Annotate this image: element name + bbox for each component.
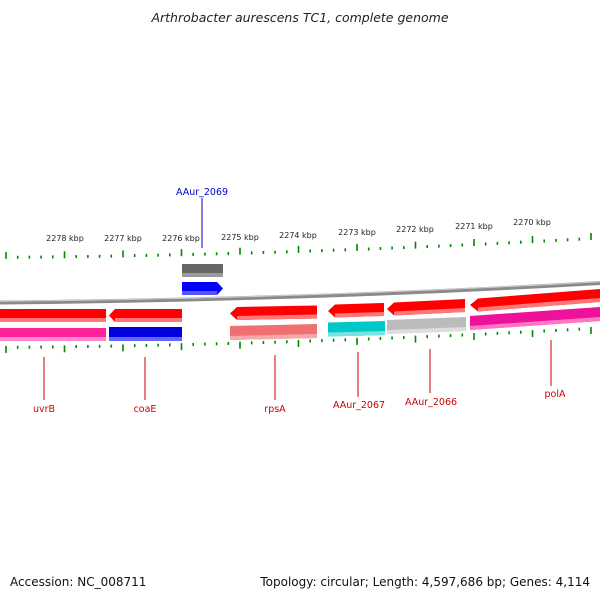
gene-uvrB-arrow-shade: [0, 318, 106, 322]
gene-polA[interactable]: [470, 289, 600, 330]
gene-label-polA[interactable]: polA: [545, 389, 566, 400]
gene-labels: AAur_2069 uvrB coaE rpsA AAur_2067 AAur_…: [33, 187, 566, 415]
gene-AAur_2069-arrow-shade: [182, 291, 217, 295]
topology-text: Topology: circular; Length: 4,597,686 bp…: [260, 575, 590, 589]
gene-label-AAur_2066[interactable]: AAur_2066: [405, 397, 457, 408]
tick-label-2270: 2270 kbp: [513, 218, 551, 227]
gene-polA-bar-shade: [470, 317, 600, 330]
tick-label-2277: 2277 kbp: [104, 234, 142, 243]
gene-AAur_2066-arrow-shade: [394, 308, 465, 316]
tick-label-2275: 2275 kbp: [221, 233, 259, 242]
gene-AAur_2069-box-shade: [182, 273, 223, 277]
tick-label-2274: 2274 kbp: [279, 231, 317, 240]
gene-uvrB-bar-shade: [0, 337, 106, 341]
gene-coaE-arrow-shade: [115, 318, 182, 322]
gene-label-AAur_2067[interactable]: AAur_2067: [333, 400, 385, 411]
outer-tick-ring: [5, 233, 592, 259]
accession-text: Accession: NC_008711: [10, 575, 147, 589]
gene-polA-arrow-shade: [478, 298, 600, 312]
tick-label-2272: 2272 kbp: [396, 225, 434, 234]
tick-labels: 2278 kbp 2277 kbp 2276 kbp 2275 kbp 2274…: [46, 218, 551, 243]
tick-label-2273: 2273 kbp: [338, 228, 376, 237]
gene-coaE[interactable]: [109, 309, 182, 341]
gene-label-coaE[interactable]: coaE: [134, 404, 157, 415]
map-title: Arthrobacter aurescens TC1, complete gen…: [151, 10, 449, 25]
gene-label-rpsA[interactable]: rpsA: [264, 404, 286, 415]
gene-AAur_2066[interactable]: [387, 299, 466, 334]
gene-coaE-bar-shade: [109, 337, 182, 341]
gene-rpsA-arrow-shade: [237, 314, 317, 320]
gene-AAur_2066-bar-shade: [387, 327, 466, 334]
gene-label-uvrB[interactable]: uvrB: [33, 404, 55, 415]
tick-label-2278: 2278 kbp: [46, 234, 84, 243]
inner-tick-ring: [5, 327, 592, 353]
reverse-strand-genes: [0, 289, 600, 341]
gene-AAur_2067[interactable]: [328, 303, 385, 337]
gene-AAur_2067-bar-shade: [328, 331, 385, 337]
tick-label-2276: 2276 kbp: [162, 234, 200, 243]
gene-AAur_2069[interactable]: [182, 264, 223, 295]
tick-label-2271: 2271 kbp: [455, 222, 493, 231]
label-leaders: [43, 198, 552, 400]
gene-rpsA-bar-shade: [230, 334, 317, 340]
gene-uvrB[interactable]: [0, 309, 106, 341]
gene-label-AAur_2069[interactable]: AAur_2069: [176, 187, 228, 198]
gene-AAur_2067-arrow-shade: [335, 312, 384, 318]
backbone: [0, 281, 600, 305]
gene-rpsA[interactable]: [230, 305, 317, 341]
